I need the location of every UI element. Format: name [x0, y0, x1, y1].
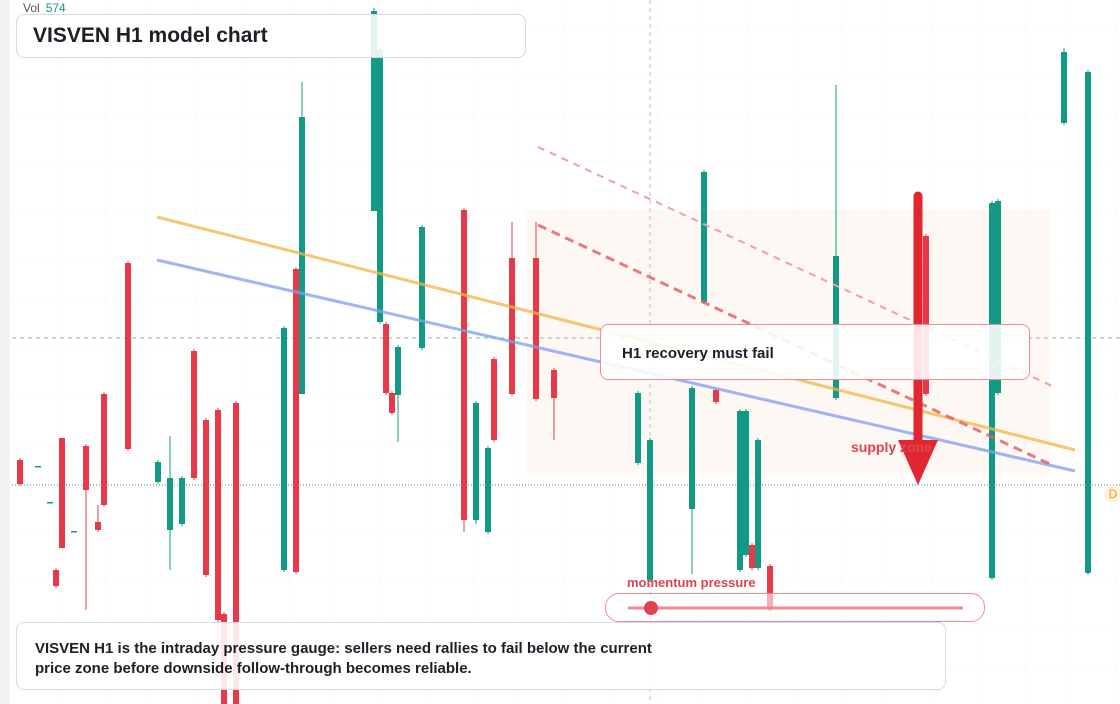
candle-body: [419, 227, 425, 348]
candle-body: [473, 403, 479, 520]
candle-body: [743, 411, 749, 555]
candle-body: [491, 359, 497, 440]
candle-body: [203, 420, 209, 575]
candle-body: [383, 324, 389, 393]
candle-body: [485, 448, 491, 532]
candle-body: [635, 393, 641, 463]
candle-body: [737, 411, 743, 570]
chart-title: VISVEN H1 model chart: [16, 14, 526, 58]
candle-body: [749, 545, 755, 568]
footnote-text: VISVEN H1 is the intraday pressure gauge…: [35, 640, 652, 677]
candle-body: [233, 403, 239, 704]
channel-line: [537, 223, 1053, 467]
annotation: H1 recovery must fail: [600, 324, 1030, 380]
candle-body: [689, 388, 695, 509]
candle-body: [179, 478, 185, 524]
zone-label: supply zone: [851, 439, 932, 455]
arrow-head: [898, 440, 938, 485]
candle-body: [53, 570, 59, 586]
candle-body: [533, 258, 539, 399]
left-rail: [0, 0, 10, 704]
gauge-track: [628, 601, 963, 615]
candle-body: [299, 117, 305, 394]
candle-body: [377, 50, 383, 322]
candle-body: [701, 172, 707, 302]
candle-body: [281, 328, 287, 570]
gauge-knob: [644, 601, 658, 615]
candle-body: [59, 438, 65, 548]
gauge-label: momentum pressure: [627, 575, 756, 590]
candle-body: [989, 203, 995, 578]
candle-body: [35, 466, 41, 468]
candle-body: [17, 460, 23, 484]
candle-body: [551, 370, 557, 398]
candle-body: [389, 393, 395, 413]
candle-body: [71, 531, 77, 533]
candle-body: [767, 566, 773, 610]
volume-readout: Vol 574: [23, 1, 66, 15]
candle-body: [47, 502, 53, 504]
candle-body: [293, 269, 299, 572]
price-tag: D: [1104, 486, 1120, 502]
candle-body: [125, 263, 131, 449]
candle-body: [1061, 52, 1067, 123]
candle-body: [191, 351, 197, 478]
candle-body: [395, 347, 401, 395]
volume-value: 574: [45, 1, 66, 15]
candle-body: [101, 394, 107, 505]
candle-body: [1085, 72, 1091, 573]
candle-body: [371, 11, 377, 211]
volume-label: Vol: [23, 1, 40, 15]
candle-body: [215, 410, 221, 620]
candle-body: [95, 522, 101, 530]
candle-body: [509, 258, 515, 394]
candle-body: [647, 440, 653, 580]
candle-body: [923, 236, 929, 394]
candle-body: [755, 440, 761, 568]
candle-body: [155, 462, 161, 482]
candle-body: [713, 390, 719, 402]
candle-body: [167, 478, 173, 530]
candle-body: [461, 210, 467, 520]
gauge: [605, 593, 985, 622]
candle-body: [995, 201, 1001, 393]
footnote: VISVEN H1 is the intraday pressure gauge…: [16, 622, 946, 690]
candle-body: [83, 446, 89, 490]
candles: [17, 8, 1091, 704]
